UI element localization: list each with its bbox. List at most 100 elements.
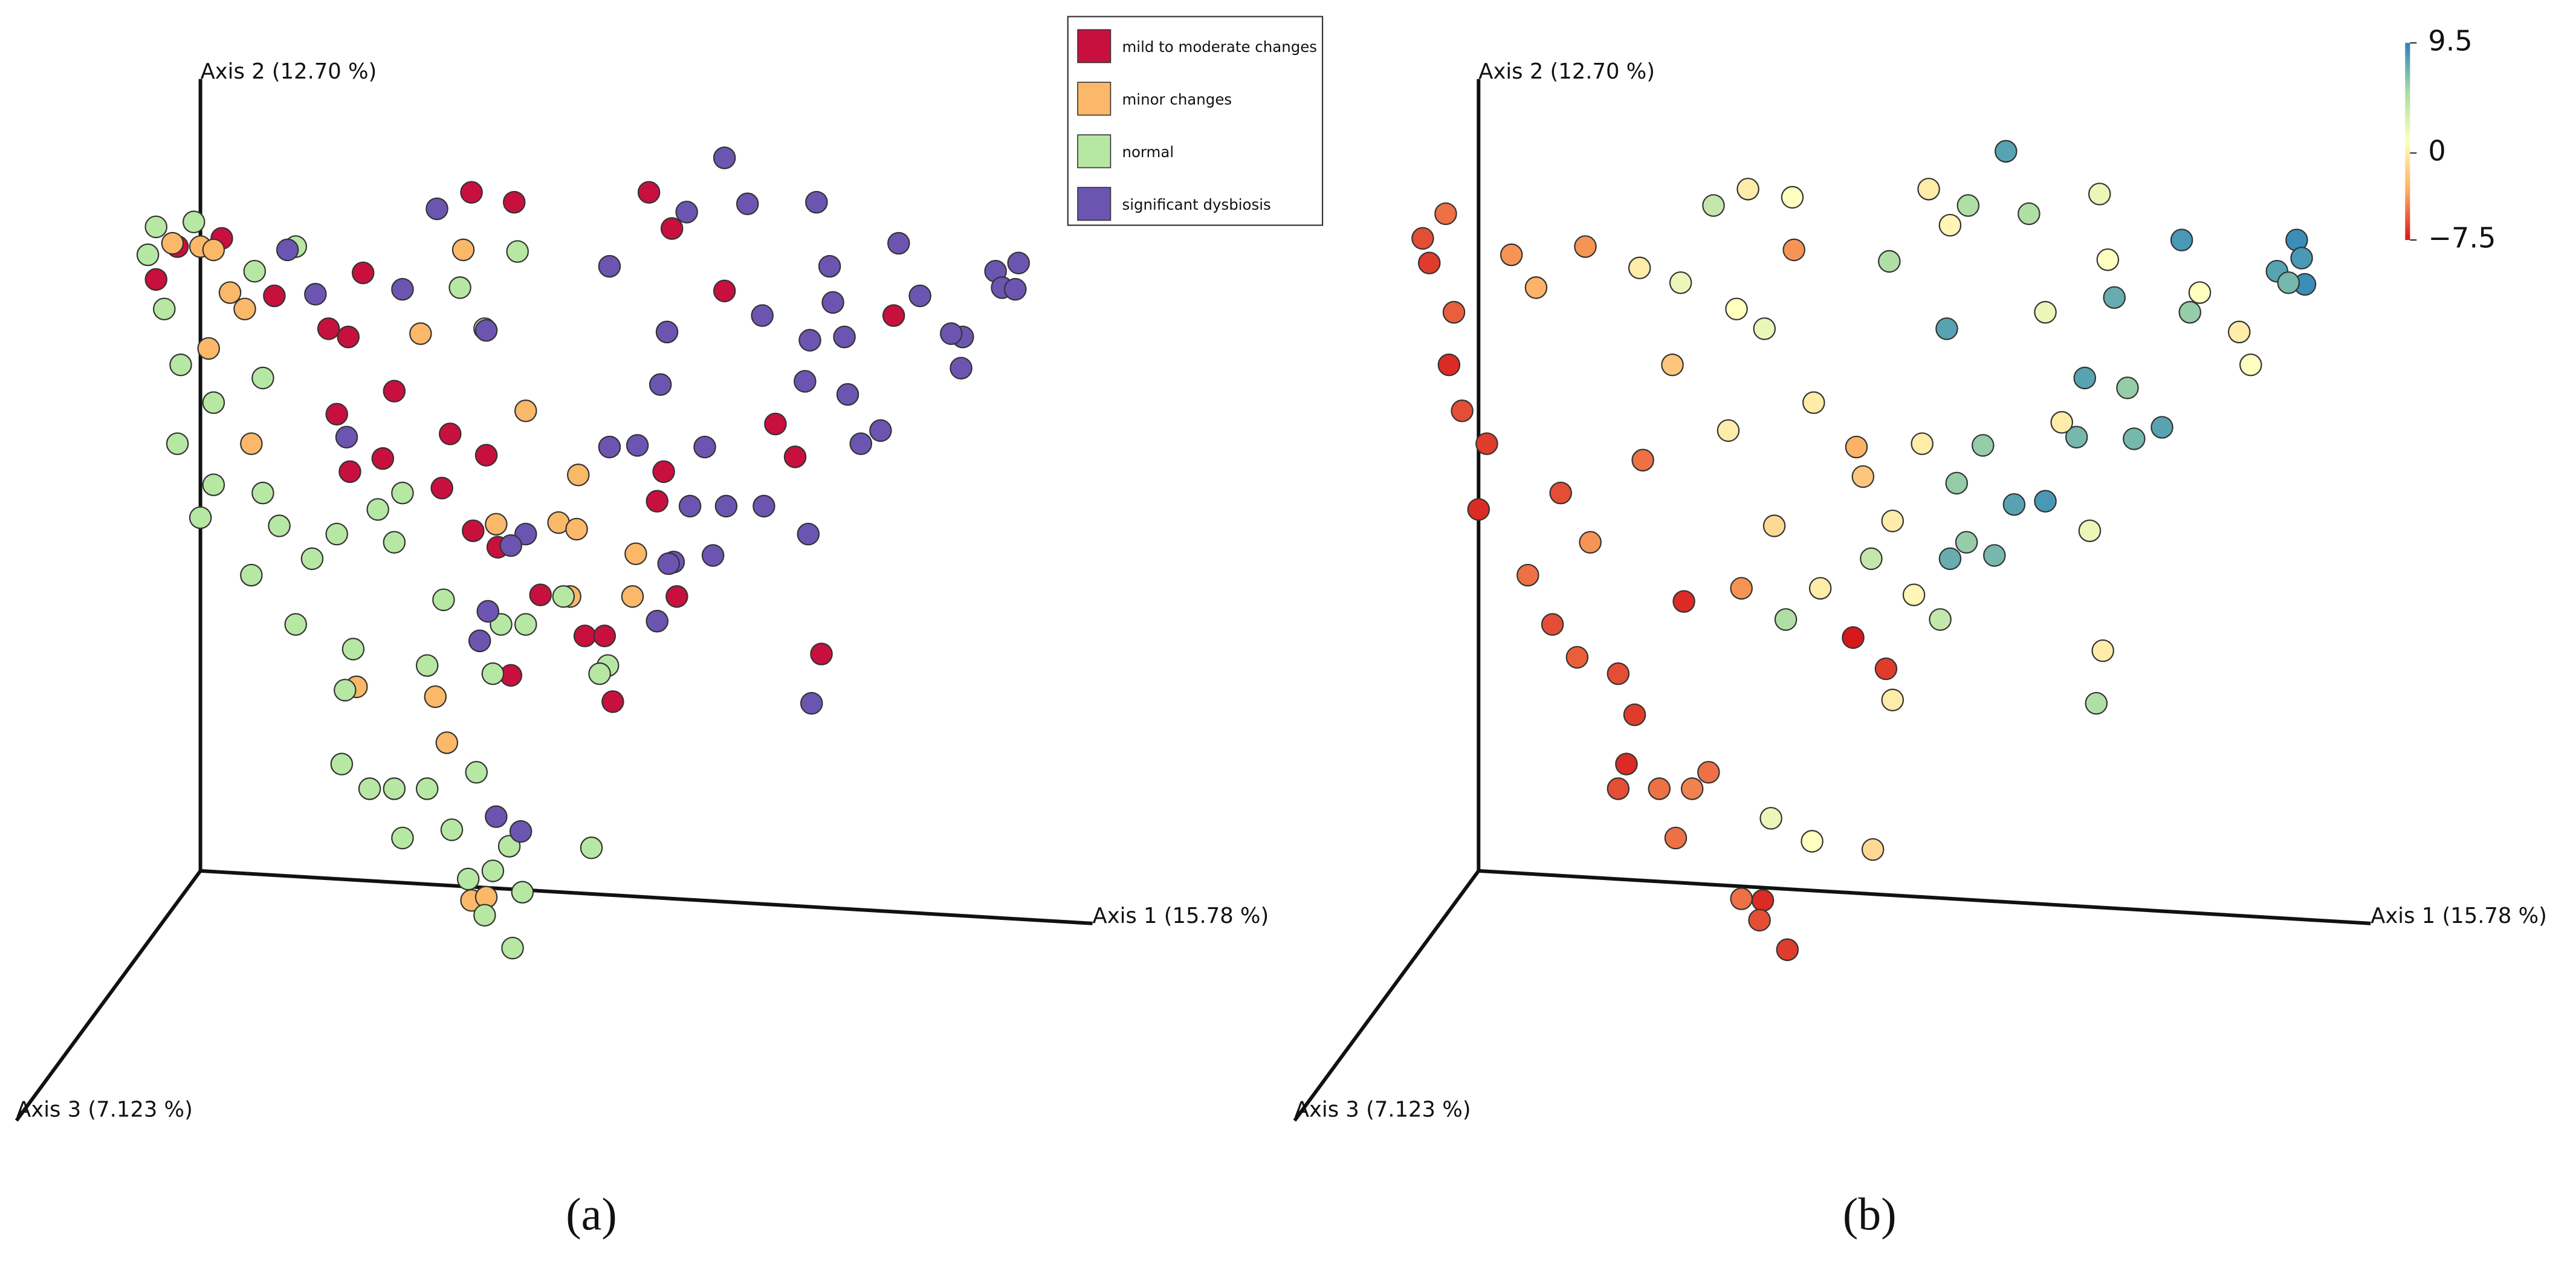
point: [1565, 646, 1589, 669]
point: [882, 304, 905, 327]
point: [908, 284, 931, 308]
legend-label: normal: [1122, 143, 1174, 161]
point: [1736, 178, 1759, 201]
legend-swatch: [1077, 134, 1112, 169]
point: [197, 337, 220, 360]
point: [166, 432, 189, 455]
point: [1516, 563, 1539, 587]
point: [655, 320, 679, 344]
point: [1549, 481, 1572, 505]
point: [2034, 490, 2057, 513]
point: [233, 297, 256, 321]
point: [800, 691, 823, 715]
point: [693, 435, 716, 459]
point: [1995, 140, 2018, 163]
colorbar-label: −7.5: [2428, 222, 2496, 254]
point: [465, 761, 488, 784]
point: [2116, 376, 2139, 400]
point: [169, 353, 192, 377]
legend-swatch: [1077, 82, 1112, 116]
axis-label: Axis 1 (15.78 %): [2371, 904, 2547, 928]
point: [2018, 202, 2040, 225]
point: [2178, 300, 2201, 324]
point: [798, 329, 821, 352]
axis-line: [200, 869, 1093, 925]
point: [371, 447, 395, 470]
colorbar: [2405, 42, 2410, 241]
point: [1781, 186, 1804, 209]
legend-swatch: [1077, 187, 1112, 221]
point: [514, 400, 537, 422]
point: [284, 613, 308, 636]
point: [869, 419, 892, 442]
point: [499, 534, 523, 557]
point: [503, 190, 526, 214]
point: [660, 217, 684, 240]
point: [1680, 777, 1704, 800]
point: [1437, 353, 1461, 377]
point: [1434, 202, 1457, 225]
point: [506, 240, 529, 263]
point: [1929, 608, 1952, 631]
point: [409, 322, 432, 345]
point: [1774, 608, 1798, 631]
point: [752, 494, 775, 518]
point: [1475, 432, 1498, 455]
point: [849, 432, 873, 455]
point: [2002, 493, 2026, 516]
point: [665, 585, 688, 608]
point: [2050, 411, 2073, 434]
point: [325, 403, 348, 426]
point: [805, 190, 828, 214]
point: [240, 432, 263, 455]
point: [1574, 235, 1597, 258]
point: [366, 498, 389, 521]
point: [440, 818, 464, 841]
point: [1861, 838, 1885, 861]
point: [481, 662, 505, 685]
point: [1955, 531, 1978, 554]
point: [1945, 471, 1969, 495]
point: [1607, 777, 1630, 800]
point: [2078, 519, 2102, 542]
point: [325, 522, 348, 546]
point: [415, 654, 439, 677]
point: [714, 494, 738, 518]
point: [1664, 826, 1688, 850]
point: [552, 585, 575, 608]
point: [144, 215, 167, 239]
point: [1972, 434, 1995, 457]
point: [764, 412, 787, 436]
point: [2239, 353, 2262, 377]
point: [2091, 639, 2114, 662]
point: [565, 517, 588, 541]
legend-label: mild to moderate changes: [1122, 38, 1317, 56]
point: [736, 192, 759, 216]
point: [243, 259, 267, 283]
point: [391, 826, 414, 850]
legend-swatch: [1077, 29, 1112, 63]
point: [317, 317, 340, 340]
point: [713, 146, 736, 169]
point: [1541, 613, 1564, 636]
point: [476, 600, 500, 623]
point: [501, 936, 524, 960]
point: [1411, 227, 1434, 250]
point: [1748, 908, 1771, 932]
point: [646, 609, 668, 633]
point: [1418, 251, 1441, 274]
point: [1911, 432, 1934, 455]
point: [426, 197, 448, 221]
point: [451, 238, 475, 262]
point: [675, 201, 698, 224]
point: [637, 181, 661, 204]
point: [2065, 426, 2088, 449]
point: [1751, 889, 1775, 912]
point: [1467, 498, 1490, 521]
point: [1881, 510, 1904, 532]
point: [1672, 590, 1695, 613]
point: [580, 836, 603, 859]
caption: (a): [566, 1189, 616, 1240]
point: [1697, 761, 1720, 784]
point: [1442, 300, 1466, 324]
